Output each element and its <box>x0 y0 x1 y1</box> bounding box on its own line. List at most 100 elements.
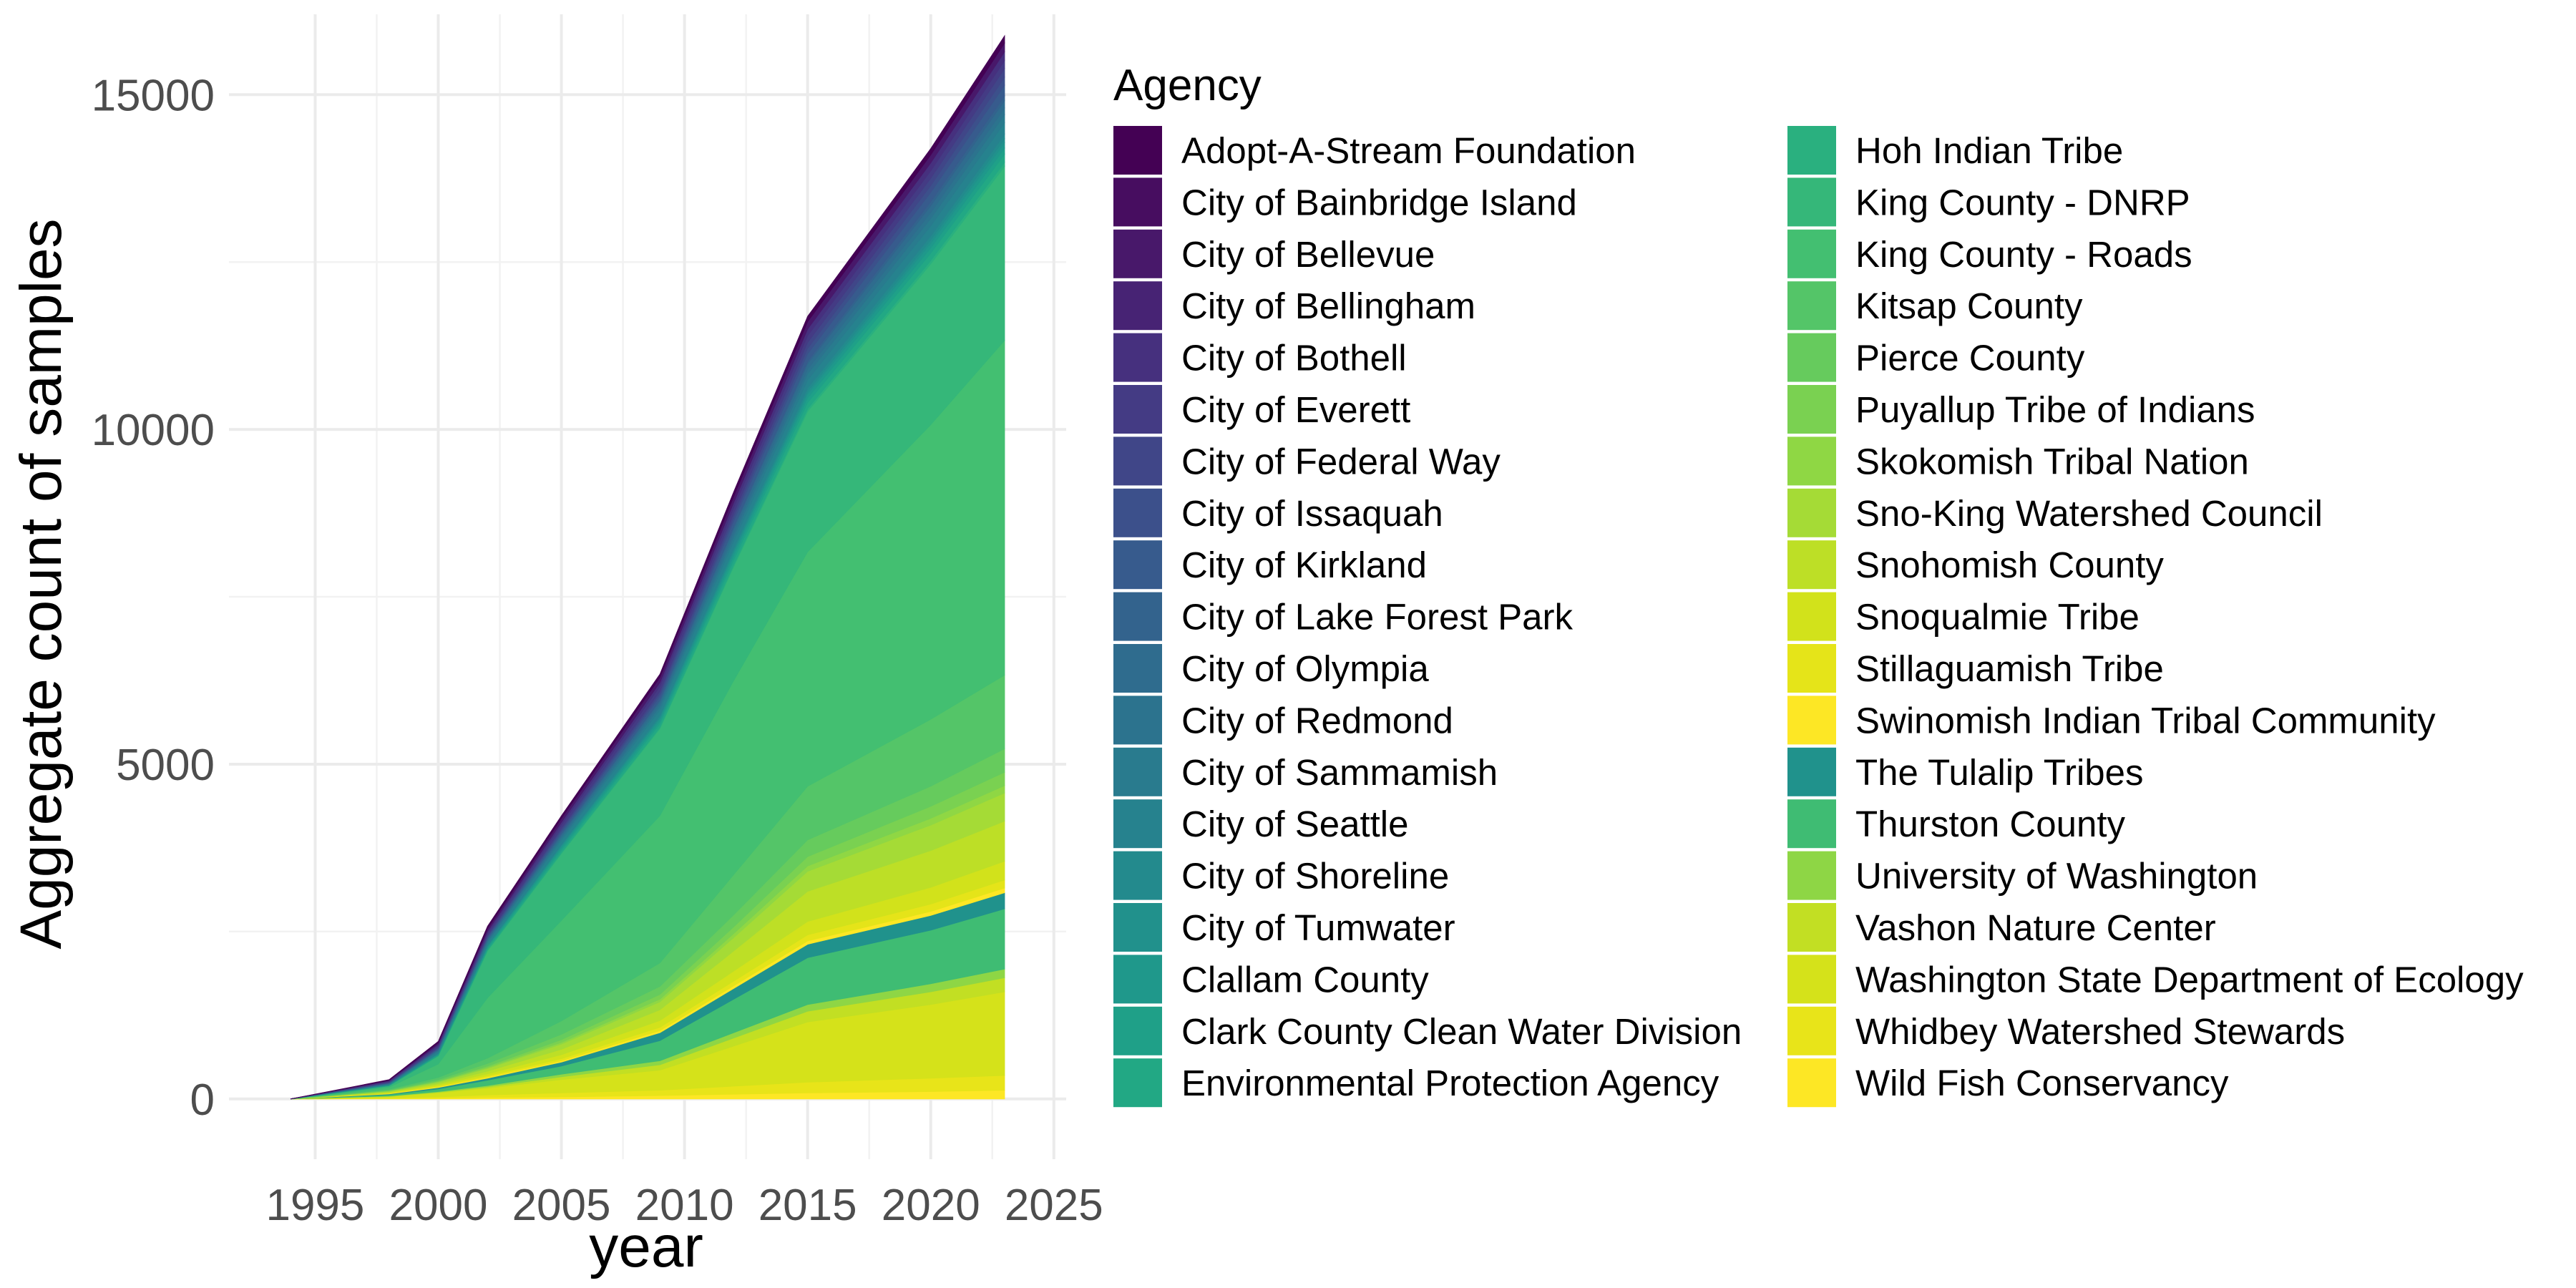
legend-label: Snohomish County <box>1855 545 2164 585</box>
legend-item-snohomish-county: Snohomish County <box>1787 540 2164 590</box>
legend-label: King County - DNRP <box>1855 182 2190 223</box>
legend-item-pierce-county: Pierce County <box>1787 333 2085 382</box>
legend-item-city-of-lake-forest-park: City of Lake Forest Park <box>1113 592 1574 641</box>
area-layer <box>290 34 1005 1100</box>
x-tick-label: 2010 <box>635 1181 734 1230</box>
legend-item-city-of-bellevue: City of Bellevue <box>1113 229 1435 278</box>
legend-key <box>1787 644 1836 693</box>
legend-item-city-of-bothell: City of Bothell <box>1113 333 1407 382</box>
legend-key <box>1787 851 1836 900</box>
legend-item-city-of-sammamish: City of Sammamish <box>1113 747 1498 796</box>
legend-key <box>1787 1006 1836 1055</box>
legend-key <box>1113 644 1162 693</box>
legend-item-puyallup-tribe-of-indians: Puyallup Tribe of Indians <box>1787 385 2255 434</box>
legend-item-city-of-tumwater: City of Tumwater <box>1113 903 1455 952</box>
legend-key <box>1113 281 1162 331</box>
legend-label: City of Tumwater <box>1181 907 1455 948</box>
legend-item-clallam-county: Clallam County <box>1113 955 1429 1004</box>
legend-item-university-of-washington: University of Washington <box>1787 851 2258 900</box>
legend-label: City of Everett <box>1181 389 1410 430</box>
legend-key <box>1787 592 1836 641</box>
legend-label: City of Olympia <box>1181 648 1429 689</box>
legend-label: Vashon Nature Center <box>1855 907 2216 948</box>
legend-key <box>1113 177 1162 227</box>
legend-key <box>1113 488 1162 537</box>
x-tick-label: 2005 <box>512 1181 611 1230</box>
legend-key <box>1113 540 1162 590</box>
legend-key <box>1787 229 1836 278</box>
legend-key <box>1113 851 1162 900</box>
axis-layer: 1995 2000 2005 2010 2015 2020 2025 0 5000 10000 15… <box>92 71 1103 1230</box>
legend-item-skokomish-tribal-nation: Skokomish Tribal Nation <box>1787 436 2249 486</box>
legend-key <box>1787 696 1836 745</box>
legend-label: Stillaguamish Tribe <box>1855 648 2164 689</box>
y-tick-label: 5000 <box>116 741 215 790</box>
x-tick-label: 2020 <box>882 1181 980 1230</box>
legend-key <box>1787 126 1836 175</box>
legend-item-stillaguamish-tribe: Stillaguamish Tribe <box>1787 644 2164 693</box>
legend-item-hoh-indian-tribe: Hoh Indian Tribe <box>1787 126 2123 175</box>
legend-item-the-tulalip-tribes: The Tulalip Tribes <box>1787 747 2144 796</box>
y-tick-label: 0 <box>190 1075 215 1125</box>
legend-label: Sno-King Watershed Council <box>1855 493 2323 534</box>
legend-label: Kitsap County <box>1855 286 2083 326</box>
legend-key <box>1787 799 1836 849</box>
y-axis-title: Aggregate count of samples <box>9 218 74 949</box>
legend-title: Agency <box>1113 61 1262 110</box>
legend-key <box>1787 385 1836 434</box>
legend-label: University of Washington <box>1855 856 2258 897</box>
legend-item-swinomish-indian-tribal-community: Swinomish Indian Tribal Community <box>1787 696 2436 745</box>
legend-label: City of Lake Forest Park <box>1181 597 1574 638</box>
legend-key <box>1113 799 1162 849</box>
legend-label: Environmental Protection Agency <box>1181 1063 1719 1103</box>
legend-label: City of Bellevue <box>1181 234 1435 275</box>
legend-item-snoqualmie-tribe: Snoqualmie Tribe <box>1787 592 2140 641</box>
legend-key <box>1787 903 1836 952</box>
legend-label: City of Shoreline <box>1181 856 1449 897</box>
legend-label: City of Sammamish <box>1181 752 1498 793</box>
legend-key <box>1113 903 1162 952</box>
legend-label: Thurston County <box>1855 804 2126 844</box>
legend-item-kitsap-county: Kitsap County <box>1787 281 2083 331</box>
legend-label: King County - Roads <box>1855 234 2192 275</box>
legend-item-washington-state-department-of-ecology: Washington State Department of Ecology <box>1787 955 2524 1004</box>
legend-item-city-of-shoreline: City of Shoreline <box>1113 851 1449 900</box>
legend-label: City of Seattle <box>1181 804 1408 844</box>
x-tick-label: 2015 <box>758 1181 857 1230</box>
x-tick-label: 2000 <box>389 1181 488 1230</box>
legend-item-environmental-protection-agency: Environmental Protection Agency <box>1113 1058 1719 1108</box>
legend-item-adopt-a-stream-foundation: Adopt-A-Stream Foundation <box>1113 126 1636 175</box>
legend-key <box>1787 488 1836 537</box>
legend-label: Adopt-A-Stream Foundation <box>1181 130 1636 171</box>
area-series-adopt-a-stream-foundation <box>290 34 1005 1100</box>
legend-label: City of Bothell <box>1181 338 1407 379</box>
legend-item-city-of-bainbridge-island: City of Bainbridge Island <box>1113 177 1577 227</box>
legend: Adopt-A-Stream Foundation City of Bainbri… <box>1113 126 2524 1108</box>
legend-item-sno-king-watershed-council: Sno-King Watershed Council <box>1787 488 2323 537</box>
legend-item-city-of-federal-way: City of Federal Way <box>1113 436 1501 486</box>
legend-key <box>1113 385 1162 434</box>
legend-label: City of Federal Way <box>1181 441 1501 482</box>
legend-label: Whidbey Watershed Stewards <box>1855 1011 2345 1052</box>
legend-key <box>1787 747 1836 796</box>
legend-item-city-of-issaquah: City of Issaquah <box>1113 488 1443 537</box>
legend-item-vashon-nature-center: Vashon Nature Center <box>1787 903 2216 952</box>
legend-label: Clallam County <box>1181 959 1429 1000</box>
legend-key <box>1787 955 1836 1004</box>
legend-label: Hoh Indian Tribe <box>1855 130 2123 171</box>
legend-key <box>1113 1006 1162 1055</box>
legend-key <box>1113 696 1162 745</box>
legend-key <box>1787 333 1836 382</box>
legend-label: Wild Fish Conservancy <box>1855 1063 2229 1103</box>
legend-label: City of Issaquah <box>1181 493 1443 534</box>
legend-key <box>1787 1058 1836 1108</box>
legend-label: Snoqualmie Tribe <box>1855 597 2140 638</box>
y-tick-label: 15000 <box>92 71 215 120</box>
legend-key <box>1787 436 1836 486</box>
legend-item-city-of-redmond: City of Redmond <box>1113 696 1453 745</box>
legend-item-clark-county-clean-water-division: Clark County Clean Water Division <box>1113 1006 1742 1055</box>
legend-key <box>1113 333 1162 382</box>
legend-label: City of Redmond <box>1181 700 1453 741</box>
legend-label: Skokomish Tribal Nation <box>1855 441 2249 482</box>
